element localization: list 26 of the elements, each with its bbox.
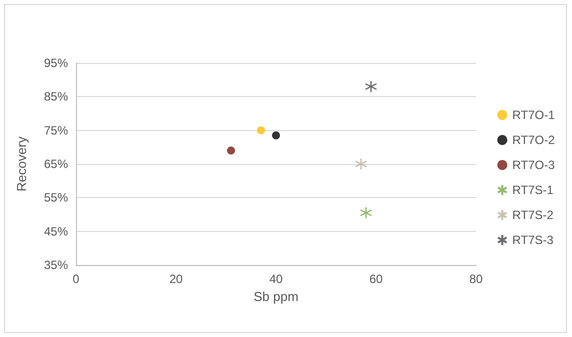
point — [364, 80, 378, 93]
point — [272, 131, 280, 140]
point — [354, 158, 368, 170]
x-tick-label: 40 — [269, 272, 283, 286]
y-tick-label: 55% — [44, 190, 68, 205]
legend-label: RT7O-1 — [512, 108, 556, 122]
point — [257, 126, 265, 134]
y-tick-label: 95% — [44, 56, 68, 70]
y-tick-label: 45% — [44, 224, 68, 238]
point — [360, 206, 372, 219]
x-tick-label: 80 — [469, 272, 483, 286]
legend-label: RT7S-1 — [512, 183, 554, 197]
x-tick-label: 60 — [369, 272, 383, 286]
legend-label: RT7O-3 — [512, 158, 556, 172]
x-tick-label: 0 — [72, 272, 80, 286]
y-tick-label: 65% — [44, 157, 68, 171]
x-axis-title: Sb ppm — [254, 288, 298, 304]
x-tick-label: 20 — [169, 272, 183, 286]
y-axis-title: Recovery — [14, 136, 29, 192]
point — [227, 146, 235, 155]
legend-label: RT7S-2 — [512, 208, 554, 222]
legend-label: RT7S-3 — [512, 233, 554, 247]
legend-label: RT7O-2 — [512, 133, 556, 147]
y-tick-label: 35% — [44, 258, 68, 272]
y-tick-label: 85% — [44, 90, 68, 104]
y-tick-label: 75% — [44, 123, 68, 138]
